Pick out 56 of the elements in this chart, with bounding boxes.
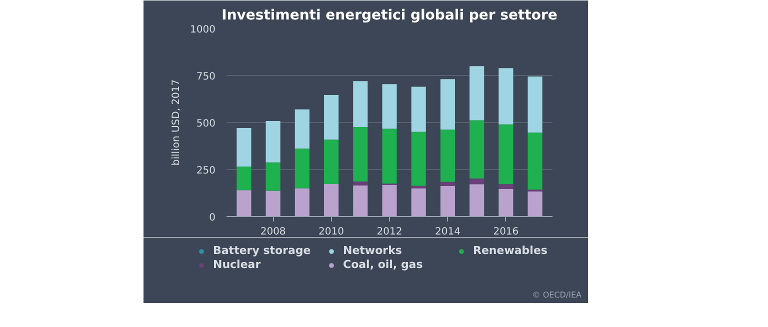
bar <box>528 76 542 133</box>
bar <box>236 190 252 216</box>
y-tick-label: 500 <box>196 118 216 130</box>
bar <box>382 84 397 129</box>
legend-label: Networks <box>343 244 403 257</box>
bar <box>498 124 514 184</box>
bar <box>236 166 252 190</box>
bar <box>440 79 455 130</box>
bar <box>498 184 514 189</box>
chart-title: Investimenti energetici globali per settore <box>222 8 558 24</box>
y-tick-label: 250 <box>196 166 216 176</box>
bar <box>294 188 310 216</box>
bar <box>411 86 426 132</box>
legend-label: Battery storage <box>213 244 312 257</box>
bar <box>382 128 397 184</box>
bar <box>353 81 368 128</box>
bar <box>324 184 339 216</box>
y-tick-label: 0 <box>209 212 216 224</box>
legend-label: Nuclear <box>213 258 262 271</box>
bar <box>470 184 484 216</box>
bar <box>324 95 339 140</box>
bar <box>440 186 455 216</box>
y-tick-label: 1000 <box>190 24 216 36</box>
bar <box>470 178 484 184</box>
legend-label: Coal, oil, gas <box>343 258 424 271</box>
bar <box>266 190 280 216</box>
bar <box>353 127 368 182</box>
bar <box>324 140 339 184</box>
bar <box>411 132 426 186</box>
bar <box>382 184 397 216</box>
x-tick-label: 2008 <box>260 226 286 238</box>
bar <box>440 182 455 186</box>
text: © OECD/IEA <box>532 290 582 300</box>
bar <box>470 66 484 120</box>
bar <box>411 186 426 188</box>
x-tick-label: 2010 <box>318 226 344 238</box>
bar <box>294 148 310 188</box>
bar <box>528 191 542 216</box>
bar <box>236 128 252 167</box>
bar <box>498 68 514 124</box>
x-tick-label: 2016 <box>493 226 519 238</box>
bar <box>528 132 542 190</box>
y-tick-label: 750 <box>196 72 216 82</box>
bar <box>266 120 280 162</box>
bar <box>294 109 310 149</box>
legend-label: Renewables <box>473 244 548 257</box>
bar <box>353 185 368 216</box>
bar <box>266 162 280 191</box>
x-tick-label: 2014 <box>434 226 460 238</box>
bar <box>353 182 368 186</box>
x-tick-label: 2012 <box>376 226 402 238</box>
bar <box>411 188 426 216</box>
bar <box>470 120 484 179</box>
bar <box>498 188 514 216</box>
y-axis-title: billion USD, 2017 <box>171 79 182 166</box>
bar <box>440 130 455 182</box>
